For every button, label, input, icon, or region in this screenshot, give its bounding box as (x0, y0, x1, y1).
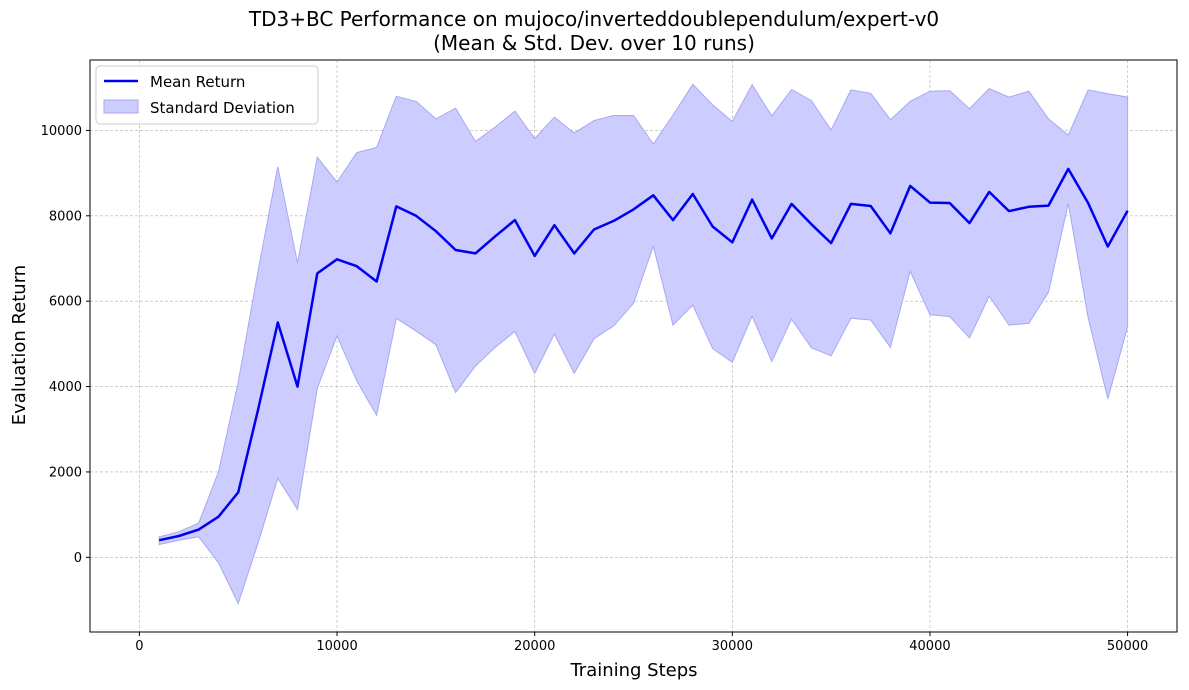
plot-frame (89, 59, 1178, 633)
std-band (158, 83, 1129, 605)
y-tick-label: 4000 (49, 380, 82, 395)
x-tick-label: 50000 (1107, 639, 1148, 654)
y-tick-label: 0 (74, 551, 82, 566)
legend-std-swatch (103, 99, 139, 114)
chart-title: TD3+BC Performance on mujoco/inverteddou… (248, 7, 939, 31)
x-tick-label: 30000 (712, 639, 753, 654)
y-tick-label: 8000 (49, 209, 82, 224)
y-tick-label: 10000 (41, 124, 82, 139)
chart-subtitle: (Mean & Std. Dev. over 10 runs) (433, 31, 755, 55)
y-tick-label: 6000 (49, 295, 82, 310)
y-tick-label: 2000 (49, 465, 82, 480)
std-band-layer (158, 83, 1129, 605)
x-tick-label: 10000 (316, 639, 357, 654)
x-tick-label: 20000 (514, 639, 555, 654)
x-ticks: 0 10000 20000 30000 40000 50000 (135, 632, 1148, 654)
y-axis-label: Evaluation Return (9, 265, 30, 425)
mean-return-line (158, 167, 1129, 542)
x-tick-label: 40000 (909, 639, 950, 654)
legend-box (95, 65, 319, 125)
mean-line-layer (158, 167, 1129, 542)
x-tick-label: 0 (135, 639, 143, 654)
y-ticks: 0 2000 4000 6000 8000 10000 (41, 124, 90, 566)
legend: Mean Return Standard Deviation (95, 65, 319, 125)
x-axis-label: Training Steps (569, 660, 697, 681)
legend-std-label: Standard Deviation (150, 99, 295, 117)
legend-mean-label: Mean Return (150, 73, 245, 91)
